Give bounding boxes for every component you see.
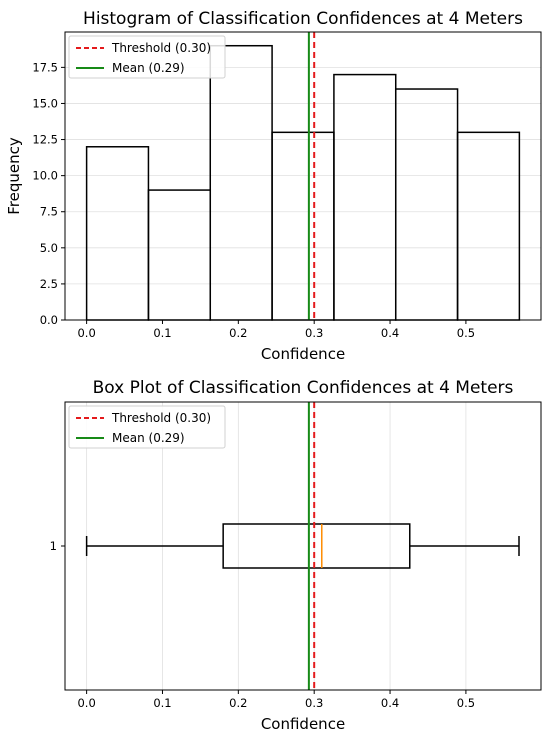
- x-tick-label: 0.1: [153, 696, 171, 710]
- histogram-legend: Threshold (0.30) Mean (0.29): [68, 35, 226, 79]
- histogram-title: Histogram of Classification Confidences …: [83, 9, 523, 29]
- interquartile-box: [222, 523, 411, 569]
- x-tick-label: 0.0: [77, 696, 95, 710]
- category-tick-label: 1: [50, 539, 57, 553]
- boxplot-box: [85, 523, 520, 569]
- histogram-gridlines: [65, 66, 541, 321]
- x-tick-label: 0.3: [305, 326, 323, 340]
- histogram-x-ticks: 0.0 0.1 0.2 0.3 0.4 0.5: [77, 320, 475, 340]
- legend-mean-label: Mean (0.29): [112, 61, 185, 75]
- histogram-y-ticks: 0.0 2.5 5.0 7.5 10.0 12.5 15.0 17.5: [32, 60, 65, 327]
- boxplot-y-ticks: 1: [50, 539, 65, 553]
- y-tick-label: 7.5: [40, 205, 58, 219]
- histogram-bar: [209, 44, 273, 321]
- boxplot-x-axis-label: Confidence: [261, 715, 345, 733]
- histogram-bar: [271, 131, 335, 321]
- boxplot-x-ticks: 0.0 0.1 0.2 0.3 0.4 0.5: [77, 690, 475, 710]
- x-tick-label: 0.5: [457, 326, 475, 340]
- histogram-bar: [147, 189, 212, 321]
- histogram-panel: Histogram of Classification Confidences …: [5, 9, 542, 363]
- histogram-x-axis-label: Confidence: [261, 345, 345, 363]
- histogram-bars: [85, 44, 521, 321]
- y-tick-label: 2.5: [40, 277, 58, 291]
- y-tick-label: 12.5: [32, 133, 58, 147]
- x-tick-label: 0.0: [77, 326, 95, 340]
- histogram-bar: [456, 131, 521, 321]
- x-tick-label: 0.4: [381, 326, 399, 340]
- boxplot-title: Box Plot of Classification Confidences a…: [93, 378, 514, 398]
- y-tick-label: 10.0: [32, 169, 58, 183]
- boxplot-panel: Box Plot of Classification Confidences a…: [50, 378, 542, 733]
- y-tick-label: 5.0: [40, 241, 58, 255]
- legend-threshold-label: Threshold (0.30): [111, 411, 211, 425]
- legend-threshold-label: Threshold (0.30): [111, 41, 211, 55]
- histogram-bar: [394, 88, 459, 321]
- legend-mean-label: Mean (0.29): [112, 431, 185, 445]
- histogram-bar: [85, 146, 150, 321]
- x-tick-label: 0.2: [229, 326, 247, 340]
- histogram-y-axis-label: Frequency: [5, 137, 23, 215]
- x-tick-label: 0.4: [381, 696, 399, 710]
- x-tick-label: 0.3: [305, 696, 323, 710]
- boxplot-reference-lines: [307, 402, 316, 690]
- y-tick-label: 17.5: [32, 60, 58, 74]
- x-tick-label: 0.1: [153, 326, 171, 340]
- x-tick-label: 0.2: [229, 696, 247, 710]
- x-tick-label: 0.5: [457, 696, 475, 710]
- histogram-reference-lines: [307, 32, 316, 320]
- legend-box: [68, 35, 226, 79]
- boxplot-legend: Threshold (0.30) Mean (0.29): [68, 405, 226, 449]
- y-tick-label: 0.0: [40, 313, 58, 327]
- histogram-bar: [333, 73, 397, 321]
- legend-box: [68, 405, 226, 449]
- y-tick-label: 15.0: [32, 96, 58, 110]
